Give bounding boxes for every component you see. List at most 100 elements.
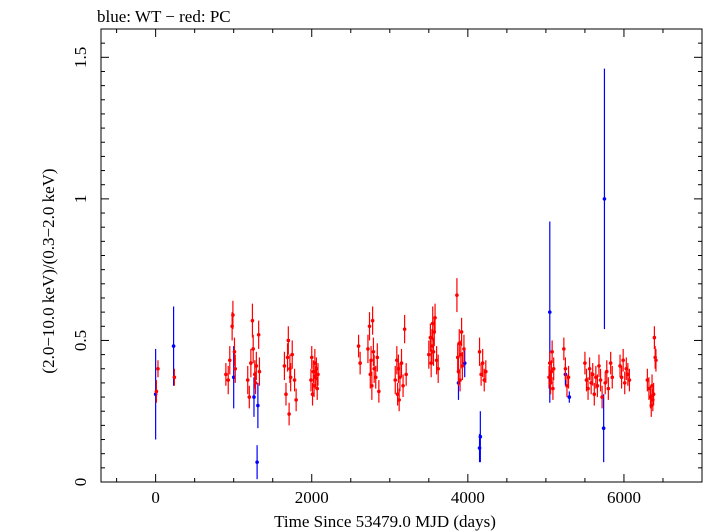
data-point — [427, 352, 431, 357]
axis-ticks: 0 2000 4000 6000 0 0.5 1 1.5 — [71, 28, 703, 507]
plot-frame — [100, 28, 703, 483]
data-point — [430, 344, 434, 348]
data-point — [455, 293, 459, 297]
data-point — [245, 378, 250, 382]
data-point — [313, 361, 317, 365]
data-point — [603, 381, 608, 385]
data-point — [457, 341, 462, 346]
data-point — [375, 355, 380, 360]
data-point — [433, 315, 437, 320]
data-point — [396, 366, 401, 371]
data-point — [550, 349, 554, 354]
data-point — [395, 392, 400, 397]
data-point — [459, 352, 463, 357]
data-point — [288, 375, 293, 380]
data-point — [619, 375, 624, 380]
data-point — [610, 375, 615, 380]
data-point — [315, 386, 320, 391]
chart-title: blue: WT − red: PC — [97, 7, 231, 26]
data-point — [314, 366, 319, 371]
data-point — [366, 347, 370, 351]
data-point — [547, 375, 551, 380]
data-point — [600, 395, 604, 399]
data-point — [309, 355, 314, 360]
data-point — [294, 398, 298, 402]
data-point — [172, 375, 177, 380]
data-point — [370, 383, 374, 388]
data-point — [253, 381, 258, 385]
data-point — [377, 389, 381, 394]
data-point — [310, 392, 315, 397]
data-point — [290, 352, 295, 357]
data-point — [594, 375, 598, 380]
data-point — [284, 392, 288, 397]
y-tick-label: 1 — [71, 195, 90, 204]
data-point — [156, 366, 160, 371]
data-point — [547, 361, 552, 365]
data-point — [563, 366, 568, 371]
data-point — [224, 372, 228, 377]
data-point — [649, 403, 654, 408]
data-point — [249, 361, 253, 365]
data-point — [233, 366, 238, 371]
data-point — [458, 378, 462, 382]
data-point — [477, 349, 482, 354]
data-point — [373, 375, 378, 380]
data-point — [608, 361, 613, 365]
data-point — [356, 344, 361, 348]
data-point — [456, 369, 461, 374]
data-point — [650, 383, 654, 388]
data-point — [251, 347, 256, 351]
y-tick-label: 0.5 — [71, 330, 90, 351]
data-point — [393, 378, 398, 382]
data-point — [645, 378, 650, 382]
data-point — [459, 330, 464, 334]
data-point — [478, 434, 483, 439]
data-point — [602, 197, 607, 201]
data-point — [311, 369, 316, 374]
data-point — [250, 318, 255, 323]
data-point — [367, 324, 372, 329]
data-point — [624, 366, 629, 371]
x-axis-label: Time Since 53479.0 MJD (days) — [274, 512, 496, 531]
data-point — [316, 372, 320, 377]
data-point — [404, 372, 408, 377]
data-point — [309, 378, 313, 382]
data-point — [428, 335, 433, 340]
data-point — [256, 332, 261, 337]
data-point — [286, 338, 291, 343]
data-point — [371, 349, 376, 354]
data-point — [285, 355, 290, 360]
data-point — [232, 349, 237, 354]
data-point — [654, 358, 658, 363]
data-point — [597, 364, 601, 368]
data-point — [372, 366, 376, 371]
data-points — [153, 68, 658, 480]
data-point — [227, 358, 232, 363]
data-point — [231, 375, 236, 380]
data-point — [257, 369, 262, 374]
x-tick-label: 6000 — [607, 488, 641, 507]
data-point — [256, 403, 260, 408]
data-point — [358, 361, 362, 365]
data-point — [652, 335, 657, 340]
data-point — [595, 383, 600, 388]
data-point — [589, 381, 593, 385]
data-point — [551, 366, 556, 371]
data-point — [430, 321, 435, 326]
data-point — [254, 364, 259, 368]
data-point — [436, 366, 440, 371]
data-point — [606, 386, 611, 391]
y-tick-label: 0 — [71, 478, 90, 487]
data-point — [287, 412, 291, 416]
data-point — [399, 361, 404, 365]
data-point — [402, 327, 407, 331]
data-point — [369, 358, 373, 363]
data-point — [154, 389, 159, 394]
data-point — [231, 313, 235, 317]
data-point — [482, 378, 487, 382]
data-point — [395, 358, 399, 363]
data-point — [483, 369, 488, 374]
data-point — [462, 347, 466, 351]
